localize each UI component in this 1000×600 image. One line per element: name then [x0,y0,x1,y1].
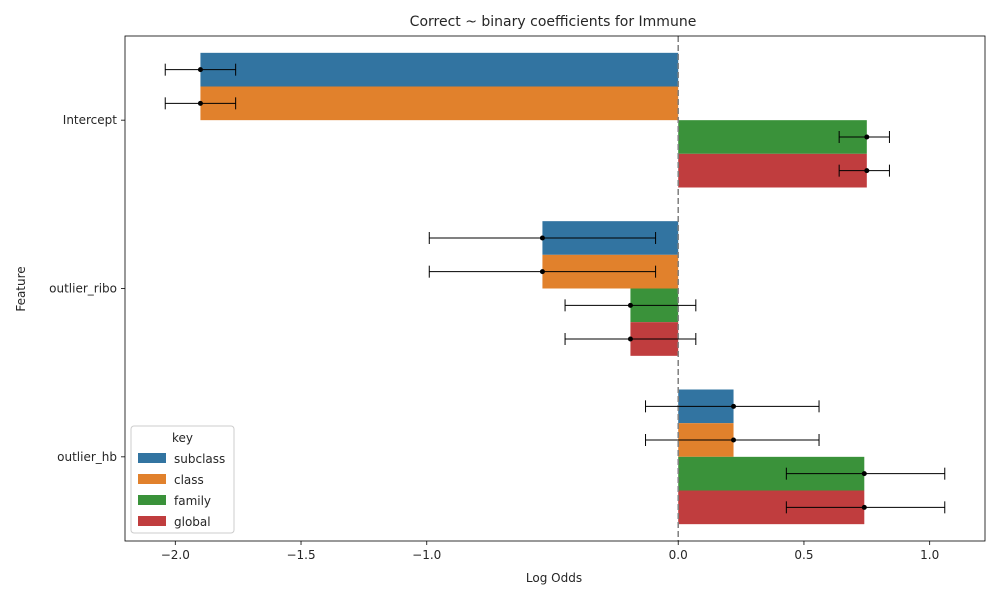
plot-area: −2.0 −1.5 −1.0 0.0 0.5 1.0 Intercept outlier_ri… [49,35,986,562]
point-global-outlier_ribo [627,336,633,342]
chart-title: Correct ~ binary coefficients for Immune [410,14,697,30]
y-axis-title: Feature [14,266,28,311]
legend-title: key [172,431,193,445]
point-class-outlier_ribo [539,269,545,275]
point-subclass-outlier_hb [731,403,737,409]
x-tick-label: 0.0 [669,548,688,562]
point-global-outlier_hb [861,504,867,510]
legend-swatch-subclass [138,453,166,463]
legend: key subclass class family global [130,425,235,534]
x-tick-label: −1.0 [412,548,441,562]
legend-swatch-global [138,516,166,526]
bar-class-Intercept [200,86,679,121]
point-subclass-Intercept [197,67,203,73]
x-tick-label: −1.5 [286,548,315,562]
point-class-Intercept [197,100,203,106]
x-tick-label: 0.5 [794,548,813,562]
legend-box [130,425,235,534]
legend-swatch-family [138,495,166,505]
bar-family-Intercept [678,120,867,154]
legend-swatch-class [138,474,166,484]
y-tick-label: outlier_ribo [49,282,117,296]
point-global-Intercept [864,168,870,174]
point-class-outlier_hb [731,437,737,443]
point-subclass-outlier_ribo [539,235,545,241]
point-family-Intercept [864,134,870,140]
point-family-outlier_ribo [627,302,633,308]
bar-subclass-Intercept [200,52,679,87]
point-family-outlier_hb [861,471,867,477]
x-tick-label: 1.0 [920,548,939,562]
x-tick-label: −2.0 [161,548,190,562]
x-axis-title: Log Odds [526,571,582,585]
y-tick-label: outlier_hb [57,450,117,464]
bar-global-Intercept [678,153,867,188]
legend-label-subclass: subclass [174,452,225,466]
legend-label-class: class [174,473,204,487]
y-tick-label: Intercept [63,113,118,127]
legend-label-global: global [174,515,211,529]
legend-label-family: family [174,494,211,508]
